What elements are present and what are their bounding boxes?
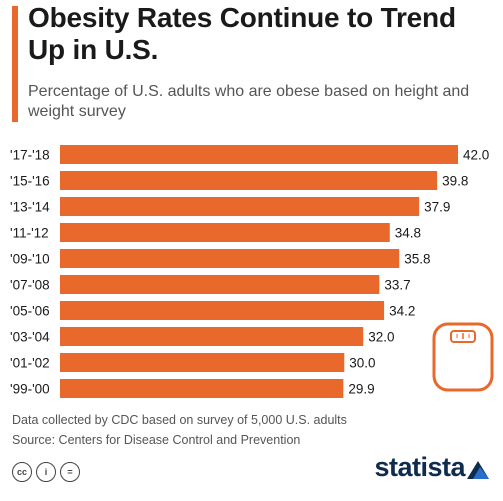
category-label: '99-'00: [10, 382, 50, 397]
bar-chart: '17-'18 42.0 '15-'16 39.8 '13-'14 37.9 '11-'12…: [10, 145, 489, 398]
creative-commons-icon[interactable]: cc: [12, 462, 32, 482]
category-label: '05-'06: [10, 304, 50, 319]
chart-subtitle: Percentage of U.S. adults who are obese …: [28, 83, 470, 120]
value-label: 35.8: [404, 252, 430, 267]
category-label: '11-'12: [10, 226, 49, 241]
value-label: 34.2: [389, 304, 415, 319]
no-derivatives-icon[interactable]: =: [60, 462, 80, 482]
value-label: 39.8: [442, 174, 468, 189]
license-icons: cc i =: [12, 462, 80, 482]
bar: [60, 249, 400, 268]
category-label: '15-'16: [10, 174, 50, 189]
bar: [60, 145, 458, 164]
bar: [60, 171, 438, 190]
value-label: 32.0: [368, 330, 394, 345]
category-label: '09-'10: [10, 252, 50, 267]
data-note: Data collected by CDC based on survey of…: [12, 413, 347, 427]
attribution-icon[interactable]: i: [36, 462, 56, 482]
bar: [60, 327, 364, 346]
bathroom-scale-icon: [432, 322, 494, 392]
value-label: 34.8: [395, 226, 421, 241]
value-label: 33.7: [384, 278, 410, 293]
value-label: 37.9: [424, 200, 450, 215]
category-label: '13-'14: [10, 200, 50, 215]
brand-name: statista: [374, 452, 465, 482]
chart-title: Obesity Rates Continue to Trend Up in U.…: [28, 2, 456, 65]
bar: [60, 379, 344, 398]
bar: [60, 223, 390, 242]
category-label: '17-'18: [10, 148, 50, 163]
statista-logo-icon: [467, 460, 489, 479]
source-note: Source: Centers for Disease Control and …: [12, 433, 301, 447]
bar: [60, 353, 345, 372]
title-accent-bar: [12, 6, 18, 122]
value-label: 29.9: [348, 382, 374, 397]
value-label: 30.0: [349, 356, 375, 371]
category-label: '03-'04: [10, 330, 50, 345]
bar: [60, 275, 380, 294]
category-label: '07-'08: [10, 278, 50, 293]
category-label: '01-'02: [10, 356, 50, 371]
bar: [60, 197, 420, 216]
statista-logo[interactable]: statista: [374, 452, 491, 483]
value-label: 42.0: [463, 148, 489, 163]
bar: [60, 301, 385, 320]
